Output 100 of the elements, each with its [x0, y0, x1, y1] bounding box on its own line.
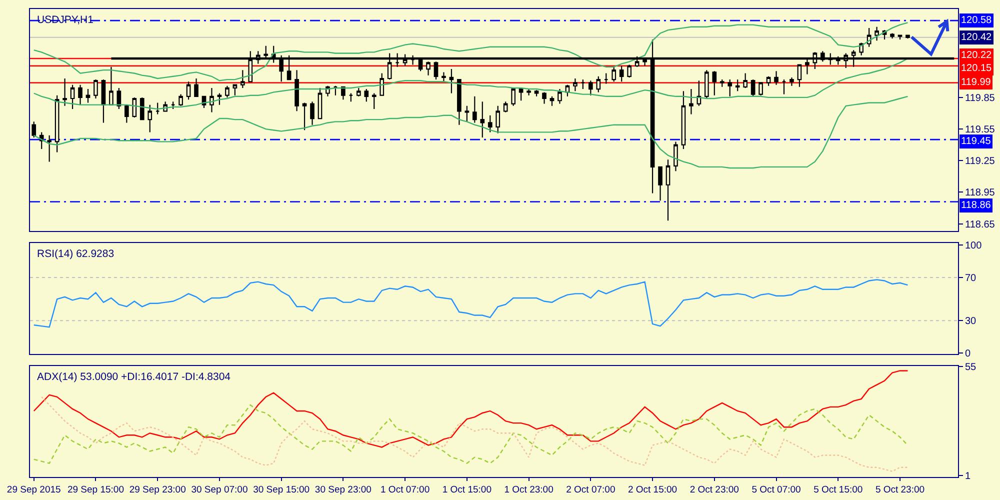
candlestick — [178, 94, 183, 106]
candlestick — [689, 88, 694, 115]
candlestick — [890, 32, 894, 40]
x-tick-label: 30 Sep 07:00 — [191, 484, 248, 496]
candlestick — [674, 141, 678, 172]
y-tick-label: 0 — [965, 348, 971, 360]
candlestick — [225, 85, 230, 98]
y-tick-label: 119.85 — [965, 92, 996, 104]
candlestick — [341, 86, 346, 100]
candlestick — [94, 79, 98, 100]
x-tick-label: 29 Sep 2015 — [6, 484, 61, 496]
candlestick — [503, 101, 508, 113]
candlestick — [681, 90, 686, 150]
candlestick — [78, 84, 82, 106]
line-series — [33, 58, 908, 110]
candlestick — [148, 104, 152, 133]
x-tick-label: 5 Oct 15:00 — [814, 484, 863, 496]
candlestick — [348, 92, 354, 102]
candlestick — [434, 61, 438, 80]
candlestick — [728, 79, 732, 97]
x-tick-label: 30 Sep 23:00 — [314, 484, 372, 496]
candlestick — [426, 61, 430, 76]
ref-line-label: 120.22 — [961, 50, 992, 61]
candlestick — [62, 78, 67, 106]
candlestick — [550, 96, 554, 106]
candlestick — [70, 84, 75, 110]
candlestick — [735, 79, 740, 92]
candlestick — [720, 79, 724, 88]
x-tick-label: 1 Oct 23:00 — [504, 484, 554, 496]
y-tick-label: 118.95 — [965, 188, 996, 199]
line-series — [41, 396, 908, 472]
candlestick — [906, 34, 910, 40]
candlestick — [588, 80, 593, 96]
x-tick-label: 2 Oct 07:00 — [566, 484, 616, 496]
candlestick — [356, 87, 361, 97]
candlestick — [758, 82, 763, 96]
candlestick — [480, 101, 485, 138]
candlestick — [109, 66, 114, 106]
candlestick — [488, 114, 492, 133]
candlestick — [86, 88, 90, 104]
x-tick-label: 5 Oct 07:00 — [752, 484, 801, 496]
y-tick-label: 30 — [965, 316, 977, 328]
text: RSI(14) 62.9283 — [37, 248, 114, 260]
candlestick — [696, 80, 702, 106]
candlestick — [240, 70, 245, 89]
ref-line-label: 118.86 — [961, 200, 992, 211]
candlestick — [604, 72, 608, 84]
candlestick — [542, 92, 546, 104]
candlestick — [704, 70, 709, 100]
y-tick-label: 119.55 — [965, 124, 996, 136]
candlestick — [232, 84, 238, 96]
y-tick-label: 119.25 — [965, 156, 996, 168]
text: USDJPY,H1 — [37, 14, 94, 26]
candlestick — [372, 92, 376, 110]
candlestick — [790, 76, 794, 86]
candlestick — [596, 76, 601, 93]
candlestick — [782, 79, 786, 95]
candlestick — [442, 72, 446, 82]
candlestick — [712, 70, 717, 96]
x-tick-label: 2 Oct 23:00 — [690, 484, 739, 496]
candlestick — [619, 65, 624, 82]
ref-line-label: 120.42 — [961, 32, 992, 43]
line-series — [33, 96, 908, 169]
x-tick-label: 29 Sep 15:00 — [67, 484, 124, 496]
ref-line-label: 120.58 — [961, 15, 992, 26]
candlestick — [464, 105, 470, 122]
x-tick-label: 1 Oct 07:00 — [380, 484, 430, 496]
x-tick-label: 30 Sep 15:00 — [253, 484, 310, 496]
ref-line-label: 119.99 — [961, 77, 992, 88]
text: ADX(14) 53.0090 +DI:16.4017 -DI:4.8304 — [37, 371, 231, 383]
candlestick — [558, 88, 562, 104]
y-tick-label: 55 — [965, 362, 977, 374]
candlestick — [132, 96, 137, 118]
candlestick — [364, 88, 369, 102]
candlestick — [580, 79, 586, 90]
y-tick-label: 1 — [965, 470, 971, 482]
candlestick — [457, 79, 462, 126]
line-series — [33, 279, 908, 328]
candlestick — [658, 166, 662, 202]
candlestick — [573, 78, 578, 92]
candlestick — [774, 70, 778, 86]
candlestick — [217, 92, 222, 106]
y-tick-label: 70 — [965, 273, 977, 284]
line-series — [33, 370, 908, 448]
candlestick — [124, 104, 129, 124]
candlestick — [496, 105, 500, 134]
candlestick — [47, 134, 52, 162]
candlestick — [140, 96, 144, 120]
candlestick — [534, 90, 539, 97]
candlestick — [472, 96, 477, 124]
ref-line-label: 120.15 — [961, 63, 992, 74]
candlestick — [294, 70, 299, 112]
candlestick — [194, 78, 198, 97]
candlestick — [612, 66, 616, 82]
candlestick — [155, 102, 160, 115]
candlestick — [54, 94, 60, 153]
candlestick — [210, 87, 214, 113]
candlestick — [333, 85, 338, 96]
candlestick — [526, 88, 531, 96]
candlestick — [186, 81, 191, 100]
